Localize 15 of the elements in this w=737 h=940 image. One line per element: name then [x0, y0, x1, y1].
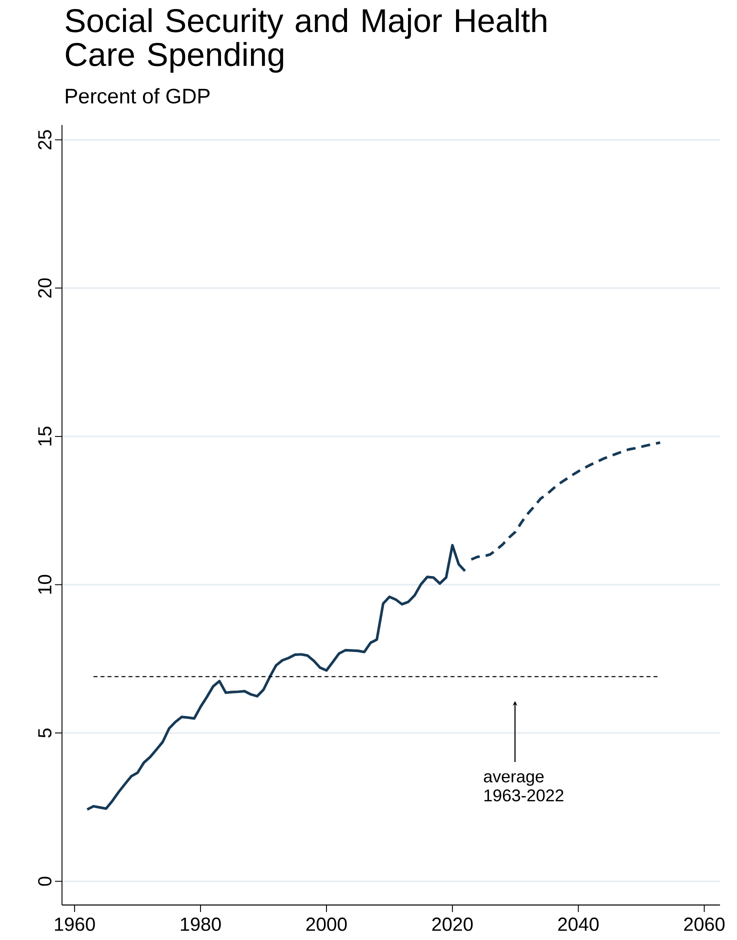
y-tick-label: 25	[38, 130, 52, 150]
x-tick-label: 2020	[432, 918, 473, 931]
y-tick-label: 10	[38, 574, 52, 594]
y-tick-label: 5	[38, 728, 52, 738]
chart-subtitle: Percent of GDP	[66, 88, 210, 104]
y-tick-label: 0	[38, 876, 52, 886]
chart-title: Social Security and Major Health Care Spending	[66, 8, 546, 73]
x-tick-label: 2060	[684, 918, 725, 931]
x-tick-label: 1960	[54, 918, 95, 931]
x-tick-label: 1980	[180, 918, 221, 931]
x-tick-label: 2040	[558, 918, 599, 931]
x-tick-label: 2000	[306, 918, 347, 931]
annotation: average 1963-2022	[484, 773, 564, 802]
y-tick-label: 15	[38, 426, 52, 446]
y-tick-label: 20	[38, 278, 52, 298]
